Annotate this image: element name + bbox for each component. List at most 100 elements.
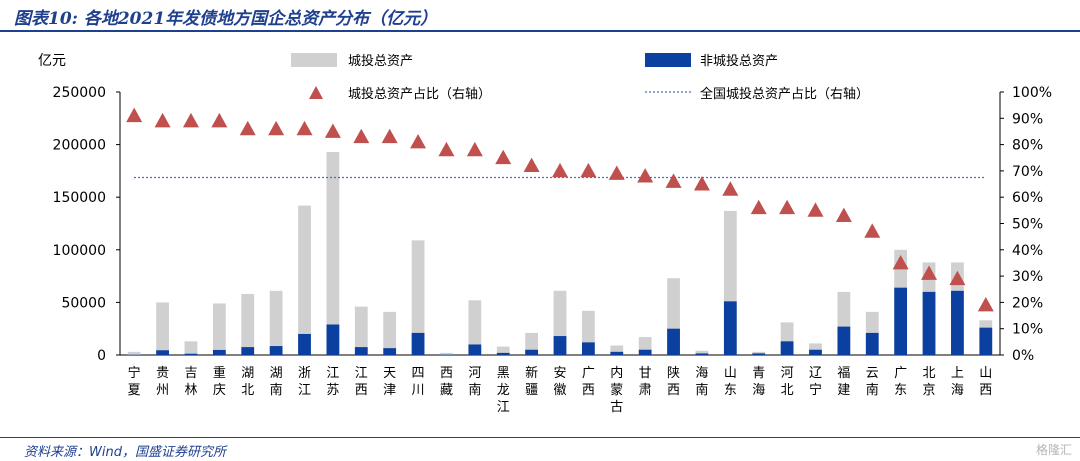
bar-non-urban [723, 301, 737, 355]
bar-urban-total [212, 303, 226, 355]
ratio-marker [835, 207, 852, 223]
category-label: 云南 [866, 366, 879, 398]
source-rule [0, 437, 1080, 438]
bar-non-urban [638, 349, 652, 355]
ratio-marker [693, 176, 710, 191]
y-tick-label: 50000 [61, 295, 106, 311]
ratio-marker [353, 128, 370, 144]
bar-non-urban [979, 327, 993, 355]
ratio-marker [381, 128, 398, 144]
y2-tick-label: 0% [1012, 348, 1034, 364]
bar-non-urban [553, 336, 567, 355]
bar-urban-total [241, 293, 255, 355]
ratio-marker [921, 265, 938, 280]
bar-urban-total [326, 151, 340, 355]
ratio-marker [665, 173, 682, 188]
bar-non-urban [865, 332, 879, 355]
category-label: 广西 [582, 366, 595, 398]
category-label: 湖南 [270, 366, 283, 398]
series-ratio-markers [126, 107, 994, 312]
category-label: 青海 [752, 366, 765, 398]
category-label: 山东 [724, 366, 737, 398]
bar-urban-total [809, 343, 822, 355]
category-label: 湖北 [241, 366, 254, 398]
y2-tick-label: 80% [1012, 138, 1043, 154]
ratio-marker [779, 199, 796, 215]
y2-tick-label: 40% [1012, 243, 1043, 259]
ratio-marker [523, 157, 540, 173]
bar-non-urban [752, 353, 766, 355]
category-label: 黑龙江 [497, 366, 510, 415]
ratio-marker [154, 112, 171, 128]
ratio-marker [410, 133, 427, 149]
category-label: 江西 [355, 366, 368, 398]
category-label: 海南 [695, 366, 708, 398]
bar-non-urban [326, 324, 340, 355]
category-label: 辽宁 [809, 366, 822, 398]
category-label: 上海 [951, 366, 964, 398]
bar-non-urban [383, 348, 397, 355]
category-label: 西藏 [440, 366, 453, 398]
category-label: 陕西 [667, 366, 680, 398]
bar-urban-total [496, 346, 510, 355]
ratio-marker [126, 107, 143, 123]
y2-tick-label: 90% [1012, 111, 1043, 127]
category-label: 甘肃 [639, 366, 652, 398]
legend-swatch-urban-total [291, 53, 337, 67]
category-label: 内蒙古 [610, 365, 623, 415]
bar-non-urban [241, 347, 255, 355]
source-note: 资料来源：Wind，国盛证券研究所 [24, 445, 226, 460]
category-label: 福建 [837, 366, 850, 398]
category-label: 江苏 [326, 366, 339, 398]
y2-tick-label: 20% [1012, 295, 1043, 311]
bar-non-urban [354, 347, 368, 355]
y-tick-label: 250000 [53, 85, 106, 101]
title-rule [0, 30, 1080, 32]
bar-non-urban [809, 349, 822, 355]
category-label: 新疆 [525, 365, 538, 398]
y2-tick-label: 50% [1012, 217, 1043, 233]
ratio-marker [552, 162, 568, 178]
bar-urban-total [298, 205, 311, 355]
legend-label-ratio: 城投总资产占比（右轴） [348, 86, 491, 102]
y2-tick-label: 100% [1012, 85, 1052, 101]
ratio-marker [495, 149, 512, 165]
y2-tick-label: 30% [1012, 269, 1043, 285]
ratio-marker [182, 112, 199, 128]
ratio-marker [268, 120, 285, 136]
bar-urban-total [383, 311, 397, 355]
y-tick-label: 150000 [53, 190, 106, 206]
category-label: 广东 [894, 366, 907, 398]
watermark: 格隆汇 [1035, 443, 1072, 457]
bar-urban-total [468, 300, 482, 355]
bar-non-urban [496, 352, 510, 355]
ratio-marker [949, 270, 966, 286]
ratio-marker [637, 168, 654, 183]
bar-urban-total [156, 302, 169, 355]
y2-tick-label: 60% [1012, 190, 1043, 206]
bar-non-urban [922, 291, 936, 355]
bar-non-urban [468, 344, 482, 355]
ratio-marker [296, 120, 313, 136]
bar-non-urban [269, 346, 283, 355]
category-label: 天津 [383, 366, 396, 398]
bar-non-urban [780, 341, 794, 355]
y-tick-label: 200000 [53, 138, 106, 154]
legend-swatch-non-urban [645, 53, 691, 67]
bar-urban-total [269, 290, 283, 355]
category-label: 河北 [781, 366, 794, 398]
y2-tick-label: 70% [1012, 164, 1043, 180]
ratio-marker [807, 202, 824, 217]
bar-non-urban [525, 349, 538, 355]
bar-urban-total [610, 345, 624, 355]
ratio-marker [892, 254, 909, 270]
ratio-marker [608, 165, 625, 180]
ratio-marker [324, 123, 341, 138]
ratio-marker [239, 120, 256, 136]
bar-non-urban [582, 342, 595, 355]
category-label: 四川 [412, 366, 425, 398]
ratio-marker [580, 162, 597, 178]
legend-label-national: 全国城投总资产占比（右轴） [700, 86, 869, 102]
